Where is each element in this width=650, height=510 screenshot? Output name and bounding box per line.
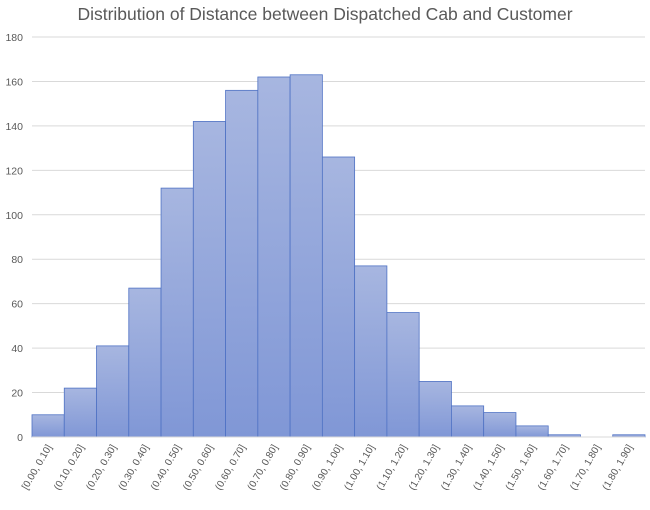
x-tick-label: (0.80, 0.90] xyxy=(278,443,313,493)
bar xyxy=(96,345,130,438)
bar xyxy=(289,74,323,438)
y-tick-label: 140 xyxy=(5,121,23,133)
bar xyxy=(321,156,356,438)
x-tick-label: (1.10, 1.20] xyxy=(375,443,410,493)
bar xyxy=(386,312,420,438)
bar xyxy=(63,387,97,438)
x-tick-label: (0.60, 0.70] xyxy=(213,443,248,493)
x-tick-label: (0.10, 0.20] xyxy=(52,443,87,493)
bar xyxy=(192,121,226,438)
y-tick-label: 120 xyxy=(5,165,23,177)
y-tick-label: 0 xyxy=(17,432,23,444)
chart-title: Distribution of Distance between Dispatc… xyxy=(77,4,573,24)
y-tick-label: 100 xyxy=(5,210,23,222)
x-tick-labels: [0.00, 0.10](0.10, 0.20](0.20, 0.30](0.3… xyxy=(20,443,635,493)
bar xyxy=(257,76,291,438)
bar xyxy=(483,412,517,438)
x-tick-label: (1.30, 1.40] xyxy=(439,443,474,493)
x-tick-label: (1.80, 1.90] xyxy=(601,443,636,493)
bar xyxy=(354,265,388,438)
bar xyxy=(225,89,259,438)
x-tick-label: (1.70, 1.80] xyxy=(568,443,603,493)
x-tick-label: (0.30, 0.40] xyxy=(117,443,152,493)
x-tick-label: (1.40, 1.50] xyxy=(472,443,507,493)
x-tick-label: (1.00, 1.10] xyxy=(343,443,378,493)
bar xyxy=(451,405,485,438)
x-tick-label: (0.90, 1.00] xyxy=(310,443,345,493)
bars xyxy=(31,74,646,438)
y-tick-label: 40 xyxy=(11,343,23,355)
y-tick-label: 180 xyxy=(5,32,23,44)
bar xyxy=(128,287,162,438)
x-tick-label: (0.20, 0.30] xyxy=(84,443,119,493)
bar xyxy=(31,414,65,438)
y-tick-label: 20 xyxy=(11,388,23,400)
bar xyxy=(515,425,549,438)
y-tick-label: 60 xyxy=(11,299,23,311)
bar xyxy=(160,187,194,438)
x-tick-label: [0.00, 0.10] xyxy=(20,443,55,492)
x-tick-label: (1.60, 1.70] xyxy=(536,443,571,493)
x-tick-label: (0.50, 0.60] xyxy=(181,443,216,493)
y-tick-label: 160 xyxy=(5,76,23,88)
x-tick-label: (1.50, 1.60] xyxy=(504,443,539,493)
x-tick-label: (0.70, 0.80] xyxy=(246,443,281,493)
y-tick-labels: 0 20 40 60 80 100 120 140 160 180 xyxy=(5,32,23,444)
y-tick-label: 80 xyxy=(11,254,23,266)
x-tick-label: (1.20, 1.30] xyxy=(407,443,442,493)
bar xyxy=(418,381,452,438)
x-tick-label: (0.40, 0.50] xyxy=(149,443,184,493)
